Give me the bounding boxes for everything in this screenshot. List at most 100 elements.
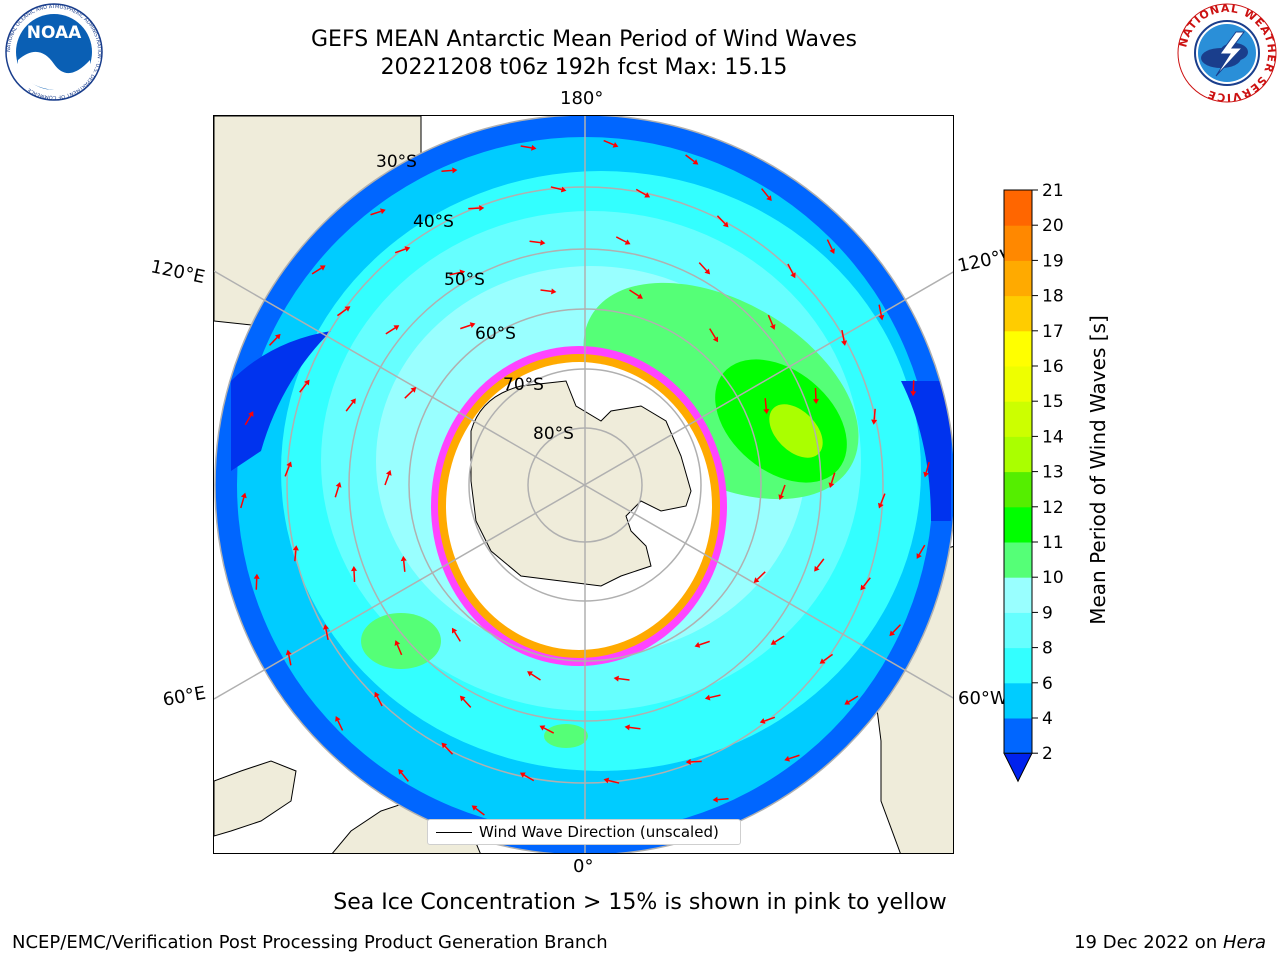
wave-arrow-head xyxy=(398,768,404,775)
colorbar-tick-label: 6 xyxy=(1042,674,1053,694)
wave-arrow-head xyxy=(694,642,701,648)
lat-label-50s: 50°S xyxy=(444,270,485,290)
colorbar-tick-label: 20 xyxy=(1042,216,1064,236)
wave-arrow-shaft xyxy=(543,727,555,734)
lon-label-0: 0° xyxy=(573,856,594,877)
wave-arrow-shaft xyxy=(764,398,768,410)
date-text: 19 Dec 2022 on Hera xyxy=(1074,932,1266,953)
wave-arrow-head xyxy=(248,411,254,417)
wave-arrow-head xyxy=(385,469,392,476)
colorbar-tick-label: 2 xyxy=(1042,744,1053,764)
wave-arrow-head xyxy=(814,565,820,572)
wave-arrow-shaft xyxy=(402,560,406,572)
wave-arrow-shaft xyxy=(635,188,647,196)
wave-arrow-head xyxy=(612,142,619,148)
nws-logo: NATIONAL WEATHER SERVICE xyxy=(1176,2,1277,104)
wave-arrow-head xyxy=(304,379,310,386)
colorbar-tick-label: 14 xyxy=(1042,427,1064,447)
colorbar-segment xyxy=(1004,190,1032,226)
wave-arrow-head xyxy=(469,322,476,328)
wave-arrow-shaft xyxy=(761,188,770,198)
wave-arrow-head xyxy=(459,269,466,276)
wave-arrow-shaft xyxy=(823,653,834,662)
wave-arrow-shaft xyxy=(618,677,630,681)
wave-arrow-head xyxy=(766,195,772,202)
wave-arrow-shaft xyxy=(394,248,406,254)
chart-subtitle: 20221208 t06z 192h fcst Max: 15.15 xyxy=(380,55,788,80)
wave-arrow-shaft xyxy=(475,807,485,816)
wave-arrow-shaft xyxy=(336,308,347,317)
wave-arrow-shaft xyxy=(530,673,541,681)
wave-arrow-head xyxy=(350,398,356,405)
wave-arrow-head xyxy=(394,640,401,646)
wave-arrow-head xyxy=(637,293,643,299)
wave-arrow-shaft xyxy=(629,726,641,730)
wave-arrow-head xyxy=(613,675,619,682)
wave-arrow-head xyxy=(923,471,930,478)
field-low-west xyxy=(231,331,331,471)
land-madagascar xyxy=(214,760,297,837)
wave-arrow-shaft xyxy=(311,267,322,275)
wave-arrow-head xyxy=(790,272,796,279)
wave-arrow-shaft xyxy=(353,570,356,582)
wave-arrow-shaft xyxy=(764,716,776,722)
colorbar-tick-label: 13 xyxy=(1042,463,1064,483)
wave-arrow-head xyxy=(253,573,260,579)
wave-arrow-shaft xyxy=(873,408,876,420)
wave-arrow-head xyxy=(770,639,777,645)
field-patch-10b xyxy=(544,724,588,748)
wave-arrow-shaft xyxy=(862,577,871,587)
wave-arrow-head xyxy=(531,144,537,151)
wave-arrow-shaft xyxy=(325,628,329,641)
wave-arrow-head xyxy=(778,494,785,501)
wave-arrow-shaft xyxy=(460,324,471,330)
lat-label-60s: 60°S xyxy=(475,324,516,344)
wave-arrow-head xyxy=(285,649,292,656)
wave-arrow-shaft xyxy=(294,550,297,562)
lon-label-180: 180° xyxy=(560,88,604,109)
wave-arrow-head xyxy=(319,265,326,271)
graticule xyxy=(214,116,953,853)
field-band-13 xyxy=(769,404,823,458)
wave-arrow-head xyxy=(644,192,651,198)
wave-arrow-head xyxy=(452,167,458,174)
wave-arrow-head xyxy=(878,314,885,321)
wave-arrow-shaft xyxy=(788,754,800,760)
colorbar-label: Mean Period of Wind Waves [s] xyxy=(1086,315,1110,625)
wave-arrow-shaft xyxy=(370,210,382,216)
colorbar-segment xyxy=(1004,506,1032,543)
wave-arrow-shaft xyxy=(268,336,278,346)
wave-arrow-shaft xyxy=(848,695,859,703)
wave-arrow-shaft xyxy=(767,314,774,326)
wave-arrow-shaft xyxy=(690,760,702,763)
parallel-30s xyxy=(214,116,953,853)
wave-arrow-shaft xyxy=(345,401,354,412)
wave-arrow-head xyxy=(410,387,417,393)
map-canvas xyxy=(214,116,953,853)
wave-arrow-shaft xyxy=(550,186,562,191)
wave-arrow-head xyxy=(871,419,878,425)
date-value: 19 Dec 2022 on xyxy=(1074,932,1223,953)
wave-arrow-head xyxy=(380,208,386,215)
colorbar-segment xyxy=(1004,471,1032,508)
wave-arrow-shaft xyxy=(529,240,541,244)
wave-arrow-head xyxy=(479,205,485,212)
wave-arrow-head xyxy=(916,553,922,559)
wave-arrow-shaft xyxy=(774,635,785,643)
wave-arrow-head xyxy=(393,325,400,331)
lat-label-40s: 40°S xyxy=(413,212,454,232)
wave-arrow-head xyxy=(527,671,533,677)
wave-arrow-head xyxy=(910,391,917,397)
wave-arrow-shaft xyxy=(523,774,535,782)
lon-label-60w: 60°W xyxy=(958,688,1008,709)
wave-arrow-shaft xyxy=(453,631,461,642)
wave-arrow-shaft xyxy=(816,558,825,569)
wave-arrow-shaft xyxy=(287,654,292,666)
wave-arrow-head xyxy=(603,777,610,784)
lon-label-120e: 120°E xyxy=(148,256,207,289)
wave-arrow-head xyxy=(860,584,866,591)
wave-arrow-shaft xyxy=(826,239,833,250)
colorbar: 2 4 6 8 9 10 11 12 13 14 15 16 17 18 19 20 21 xyxy=(1003,181,1064,783)
wave-arrow-shaft xyxy=(892,624,902,634)
colorbar-segment xyxy=(1004,260,1032,297)
